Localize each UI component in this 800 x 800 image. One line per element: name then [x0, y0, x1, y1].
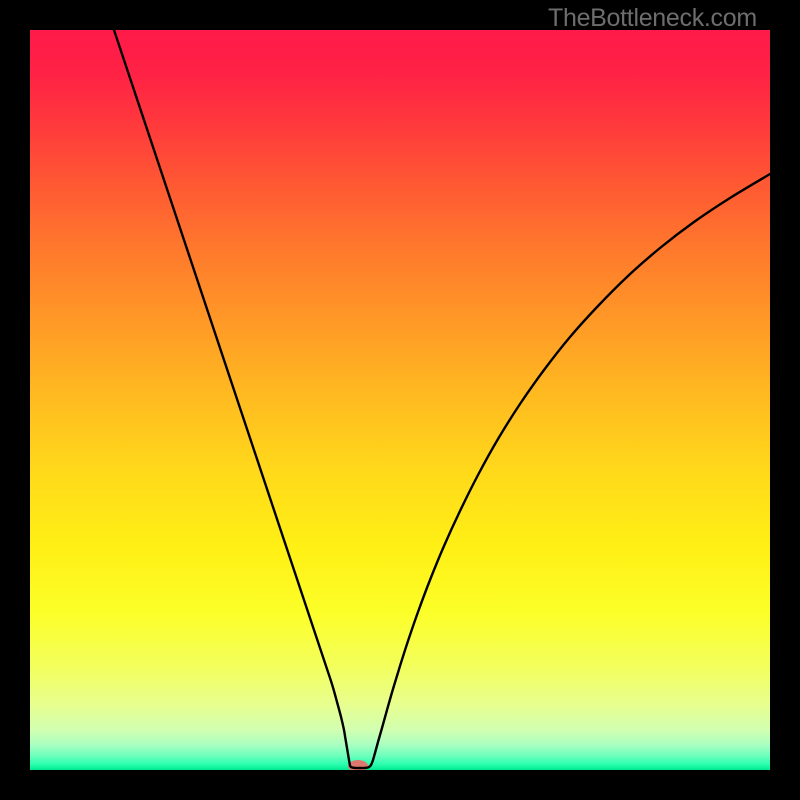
gradient-background	[30, 30, 770, 770]
plot-svg	[30, 30, 770, 770]
watermark-label: TheBottleneck.com	[548, 4, 757, 33]
plot-area	[30, 30, 770, 770]
